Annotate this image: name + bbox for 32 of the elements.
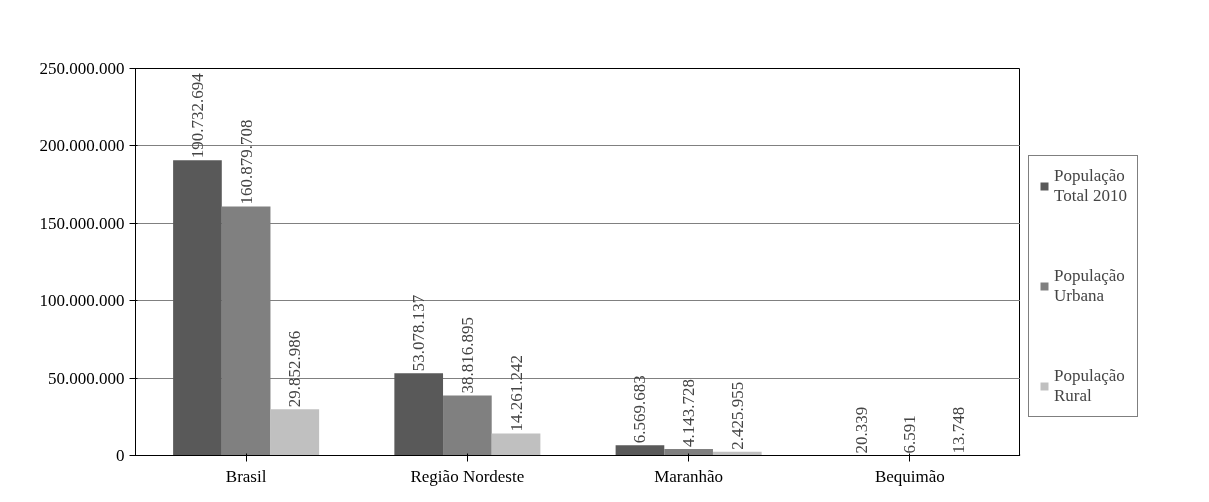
x-tick-label: Maranhão [654,466,724,486]
data-label: 2.425.955 [727,381,747,450]
data-label: 53.078.137 [409,294,429,372]
x-tick-label: Bequimão [874,466,945,486]
data-label: 4.143.728 [679,379,699,448]
bar [491,433,541,456]
data-label: 20.339 [851,406,871,454]
legend-label: População Urbana [1054,266,1125,306]
bar [394,373,444,456]
y-tick-label: 50.000.000 [48,368,125,388]
y-tick-label: 0 [116,446,125,465]
x-tick-label: Região Nordeste [410,466,525,486]
y-tick-label: 150.000.000 [39,213,125,233]
bar [615,445,665,456]
bar [173,160,222,456]
bar [443,395,492,456]
data-label: 190.732.694 [187,72,207,159]
legend-label: População Total 2010 [1054,166,1127,206]
data-label: 14.261.242 [506,354,526,432]
bar [270,409,320,456]
data-label: 29.852.986 [285,330,305,408]
data-label: 6.591 [900,415,920,454]
bar [664,449,713,456]
data-label: 38.816.895 [457,316,477,394]
data-label: 6.569.683 [630,375,650,444]
data-label: 13.748 [949,406,969,454]
y-tick-label: 100.000.000 [39,291,125,311]
x-tick-label: Brasil [225,466,267,486]
data-label: 160.879.708 [236,119,256,205]
y-tick-label: 250.000.000 [39,59,125,78]
y-tick-label: 200.000.000 [39,136,125,156]
legend-label: População Rural [1054,366,1125,406]
